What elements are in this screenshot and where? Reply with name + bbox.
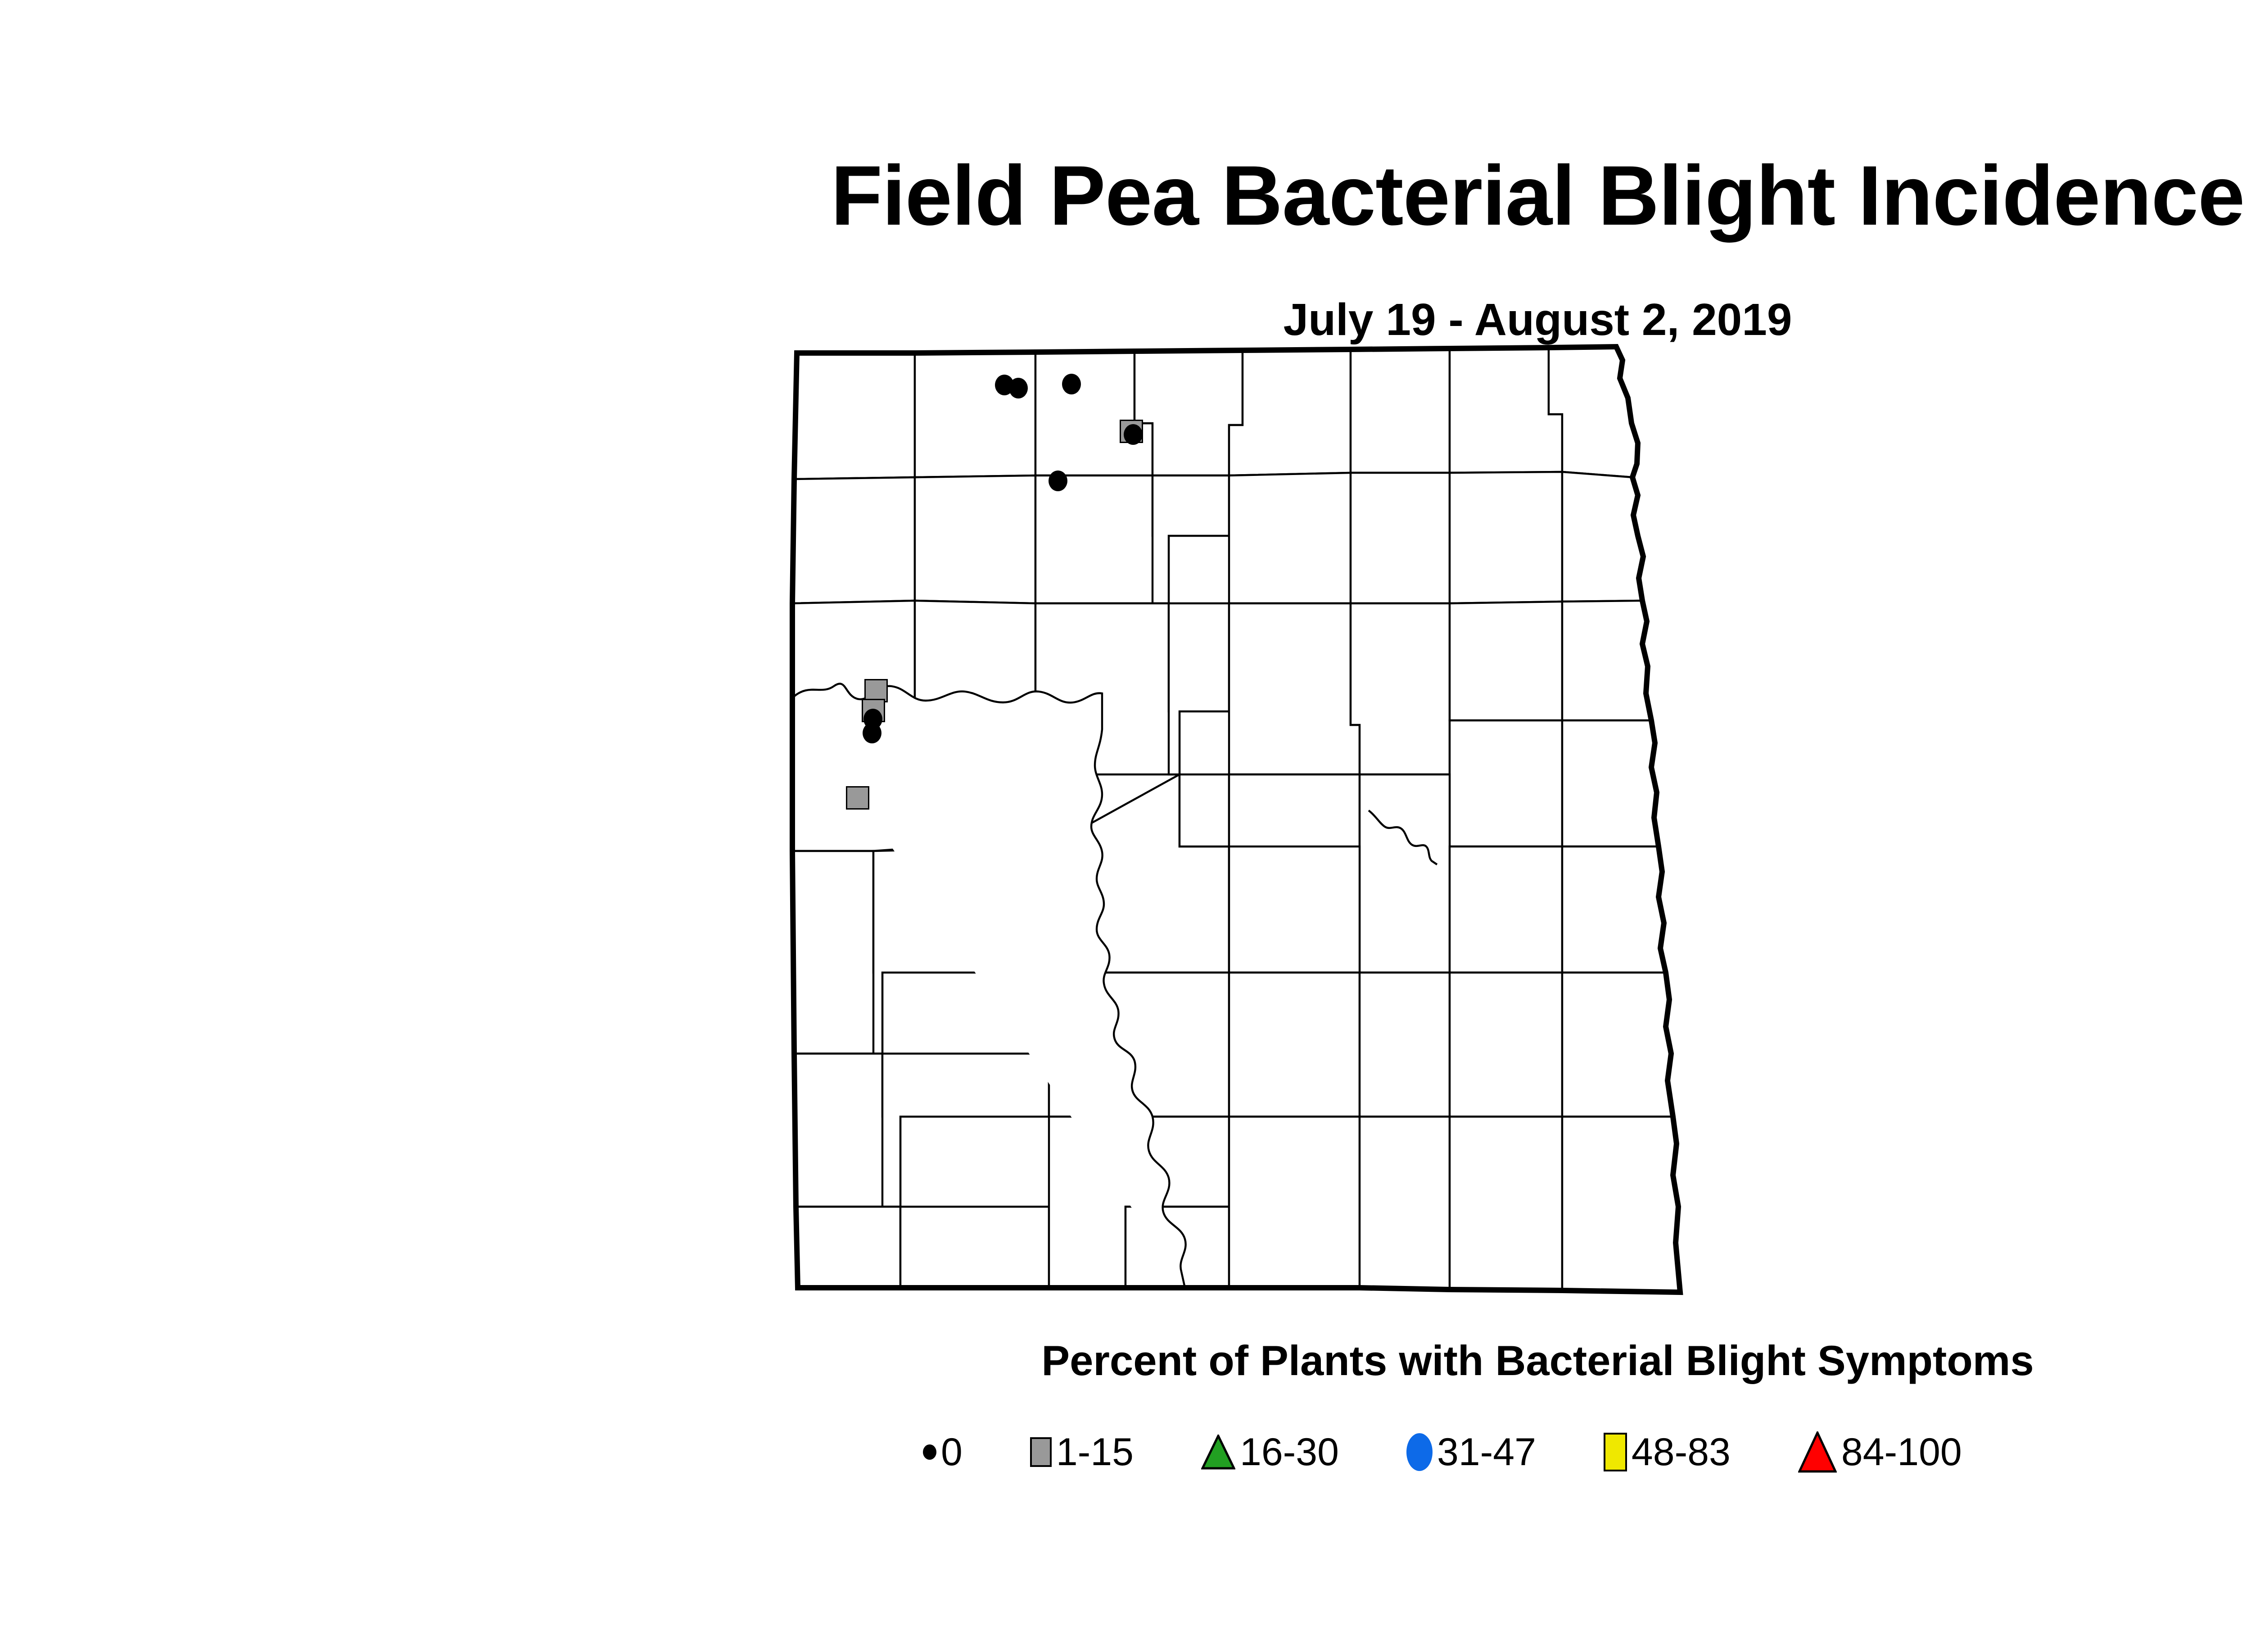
legend-triangle-icon bbox=[1201, 1435, 1235, 1470]
legend-dot-icon bbox=[923, 1444, 936, 1460]
legend-label: 31-47 bbox=[1437, 1430, 1536, 1474]
map-point-0-9 bbox=[863, 723, 881, 743]
page-subtitle: July 19 - August 2, 2019 bbox=[1283, 294, 1792, 345]
map-point-1-15-10 bbox=[846, 786, 869, 810]
legend-item-0[interactable]: 0 bbox=[923, 1433, 963, 1471]
map-svg bbox=[790, 344, 1683, 1295]
page-title: Field Pea Bacterial Blight Incidence bbox=[831, 148, 2245, 243]
legend-label: 84-100 bbox=[1841, 1430, 1962, 1474]
legend: 0 1-15 16-30 31-47 48-83 84-100 bbox=[923, 1418, 2161, 1486]
legend-item-1-15[interactable]: 1-15 bbox=[1030, 1433, 1134, 1471]
legend-label: 48-83 bbox=[1631, 1430, 1731, 1474]
legend-triangle-red-icon bbox=[1798, 1431, 1837, 1473]
county-layer bbox=[791, 345, 1681, 1294]
legend-square-icon bbox=[1030, 1437, 1052, 1467]
legend-label: 16-30 bbox=[1239, 1430, 1339, 1474]
legend-title: Percent of Plants with Bacterial Blight … bbox=[1041, 1337, 2034, 1384]
legend-label: 0 bbox=[941, 1430, 963, 1474]
map-point-0-5 bbox=[1124, 424, 1143, 445]
legend-ellipse-icon bbox=[1406, 1433, 1433, 1471]
state-border bbox=[790, 344, 1683, 1295]
legend-rect-icon bbox=[1603, 1433, 1627, 1471]
legend-item-16-30[interactable]: 16-30 bbox=[1201, 1433, 1339, 1471]
north-dakota-map bbox=[738, 342, 2251, 1306]
map-point-0-3 bbox=[1049, 471, 1067, 491]
legend-item-31-47[interactable]: 31-47 bbox=[1406, 1433, 1536, 1471]
legend-item-84-100[interactable]: 84-100 bbox=[1798, 1431, 1962, 1473]
map-point-0-2 bbox=[1062, 374, 1081, 394]
legend-label: 1-15 bbox=[1056, 1430, 1134, 1474]
map-point-0-1 bbox=[1009, 378, 1028, 398]
legend-item-48-83[interactable]: 48-83 bbox=[1603, 1430, 1731, 1474]
